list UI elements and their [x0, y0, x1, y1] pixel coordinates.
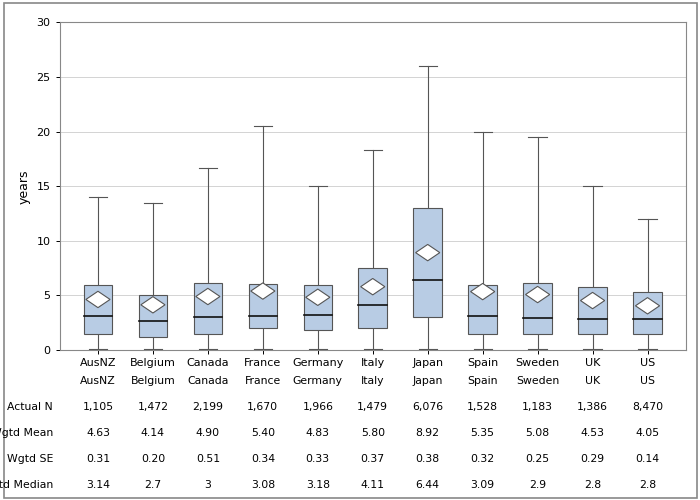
- Text: 0.29: 0.29: [580, 454, 605, 464]
- Y-axis label: years: years: [18, 169, 31, 203]
- Polygon shape: [306, 289, 330, 306]
- Text: 6,076: 6,076: [412, 402, 443, 411]
- Text: Italy: Italy: [361, 376, 384, 386]
- Text: Belgium: Belgium: [131, 376, 175, 386]
- Text: 1,105: 1,105: [83, 402, 113, 411]
- Text: 0.20: 0.20: [141, 454, 165, 464]
- Polygon shape: [416, 244, 440, 261]
- Text: Wgtd SE: Wgtd SE: [7, 454, 53, 464]
- Text: 4.53: 4.53: [580, 428, 605, 438]
- Bar: [524, 284, 552, 334]
- Text: 1,183: 1,183: [522, 402, 553, 411]
- Text: 2.7: 2.7: [144, 480, 162, 490]
- Text: 0.33: 0.33: [306, 454, 330, 464]
- Text: 1,386: 1,386: [577, 402, 608, 411]
- Text: 1,966: 1,966: [302, 402, 333, 411]
- Text: 4.14: 4.14: [141, 428, 165, 438]
- Text: 0.14: 0.14: [636, 454, 659, 464]
- Text: 8.92: 8.92: [416, 428, 440, 438]
- Text: 5.35: 5.35: [470, 428, 495, 438]
- Text: Wgtd Mean: Wgtd Mean: [0, 428, 53, 438]
- Polygon shape: [251, 283, 275, 299]
- Bar: [578, 286, 607, 334]
- Bar: [358, 268, 387, 328]
- Text: Sweden: Sweden: [516, 376, 559, 386]
- Text: 2.8: 2.8: [639, 480, 656, 490]
- Text: Wgtd Median: Wgtd Median: [0, 480, 53, 490]
- Text: Germany: Germany: [293, 376, 343, 386]
- Bar: [468, 284, 497, 334]
- Text: 0.51: 0.51: [196, 454, 220, 464]
- Text: 3.08: 3.08: [251, 480, 275, 490]
- Polygon shape: [86, 292, 110, 308]
- Text: 8,470: 8,470: [632, 402, 663, 411]
- Bar: [139, 296, 167, 337]
- Text: 0.34: 0.34: [251, 454, 275, 464]
- Text: 2,199: 2,199: [193, 402, 223, 411]
- Text: 0.38: 0.38: [416, 454, 440, 464]
- Text: 0.32: 0.32: [470, 454, 495, 464]
- Text: France: France: [245, 376, 281, 386]
- Text: 4.05: 4.05: [636, 428, 659, 438]
- Text: 1,472: 1,472: [137, 402, 169, 411]
- Bar: [414, 208, 442, 318]
- Text: 4.11: 4.11: [360, 480, 385, 490]
- Text: Actual N: Actual N: [8, 402, 53, 411]
- Polygon shape: [470, 284, 495, 300]
- Polygon shape: [636, 298, 659, 314]
- Text: 0.25: 0.25: [526, 454, 550, 464]
- Bar: [304, 284, 332, 331]
- Text: Canada: Canada: [187, 376, 229, 386]
- Text: 3.09: 3.09: [470, 480, 495, 490]
- Polygon shape: [526, 286, 550, 302]
- Text: 4.90: 4.90: [196, 428, 220, 438]
- Text: US: US: [640, 376, 655, 386]
- Text: 5.40: 5.40: [251, 428, 275, 438]
- Text: Japan: Japan: [412, 376, 443, 386]
- Polygon shape: [360, 278, 385, 295]
- Text: 4.63: 4.63: [86, 428, 110, 438]
- Text: 4.83: 4.83: [306, 428, 330, 438]
- Bar: [194, 284, 222, 334]
- Text: 5.08: 5.08: [526, 428, 550, 438]
- Bar: [84, 284, 112, 334]
- Text: 3.14: 3.14: [86, 480, 110, 490]
- Text: 2.9: 2.9: [529, 480, 546, 490]
- Text: 1,479: 1,479: [357, 402, 388, 411]
- Polygon shape: [141, 296, 165, 313]
- Polygon shape: [580, 292, 605, 308]
- Text: 0.37: 0.37: [360, 454, 385, 464]
- Text: 2.8: 2.8: [584, 480, 601, 490]
- Text: Spain: Spain: [468, 376, 498, 386]
- Text: 5.80: 5.80: [360, 428, 385, 438]
- Text: 1,670: 1,670: [247, 402, 279, 411]
- Text: 1,528: 1,528: [467, 402, 498, 411]
- Text: 3.18: 3.18: [306, 480, 330, 490]
- Bar: [248, 284, 277, 328]
- Text: AusNZ: AusNZ: [80, 376, 116, 386]
- Text: UK: UK: [585, 376, 600, 386]
- Text: 0.31: 0.31: [86, 454, 110, 464]
- Polygon shape: [196, 288, 220, 304]
- Bar: [634, 292, 662, 334]
- Text: 3: 3: [204, 480, 211, 490]
- Text: 6.44: 6.44: [416, 480, 440, 490]
